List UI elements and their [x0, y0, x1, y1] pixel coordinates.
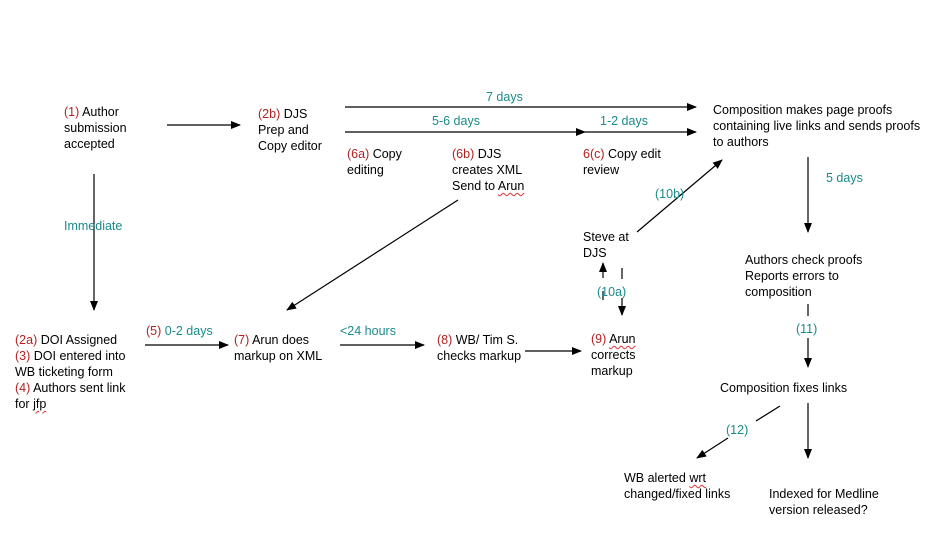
timing-label-5days: 5 days	[826, 171, 863, 185]
node-steve: Steve at DJS	[583, 230, 629, 260]
step-label-12: (12)	[726, 423, 749, 437]
arrow-12	[696, 437, 729, 459]
step-label-10a: (10a)	[597, 285, 627, 299]
step-number: (6b)	[452, 147, 475, 161]
step-number: (4)	[15, 381, 31, 395]
step-number: (3)	[15, 349, 31, 363]
arrow-djs-xml-to-arun	[286, 199, 459, 311]
step-label-10b: (10b)	[655, 187, 685, 201]
node-composition-fixes: Composition fixes links	[720, 381, 848, 395]
step-label-5: (5) 0-2 days	[146, 324, 213, 338]
timing-label-12days: 1-2 days	[600, 114, 648, 128]
step-number: (6a)	[347, 147, 370, 161]
node-indexed: Indexed for Medline version released?	[769, 487, 879, 517]
arrow-12-top	[755, 405, 781, 422]
timing-label-56days: 5-6 days	[432, 114, 480, 128]
step-number: (1)	[64, 105, 80, 119]
node-djs-xml: (6b) DJS creates XML Send to Arun	[452, 147, 525, 193]
step-number: (2a)	[15, 333, 38, 347]
step-number: (2b)	[258, 107, 281, 121]
node-copy-editing: (6a) Copy editing	[347, 147, 402, 177]
node-wb-tim: (8) WB/ Tim S. checks markup	[437, 333, 522, 363]
step-label-11: (11)	[796, 322, 818, 336]
arrow-to-composition-10b	[636, 159, 723, 233]
timing-label-immediate: Immediate	[64, 219, 123, 233]
node-arun-markup: (7) Arun does markup on XML	[234, 333, 323, 363]
node-authors-check: Authors check proofs Reports errors to c…	[745, 253, 863, 299]
step-number: 6(c)	[583, 147, 605, 161]
step-number: (8)	[437, 333, 453, 347]
node-copy-edit-review: 6(c) Copy edit review	[583, 147, 661, 177]
step-number: (9)	[591, 332, 607, 346]
step-number: (7)	[234, 333, 250, 347]
timing-label-lt24: <24 hours	[340, 324, 396, 338]
node-author-submission: (1) Author submission accepted	[64, 105, 127, 151]
node-composition-proofs: Composition makes page proofs containing…	[713, 103, 921, 149]
node-doi-block: (2a) DOI Assigned (3) DOI entered into W…	[15, 333, 126, 411]
node-wb-alerted: WB alerted wrt changed/fixed links	[624, 471, 731, 501]
node-djs-prep: (2b) DJS Prep and Copy editor	[258, 107, 322, 153]
timing-label-7days: 7 days	[486, 90, 523, 104]
node-arun-corrects: (9) Arun corrects markup	[591, 332, 636, 378]
